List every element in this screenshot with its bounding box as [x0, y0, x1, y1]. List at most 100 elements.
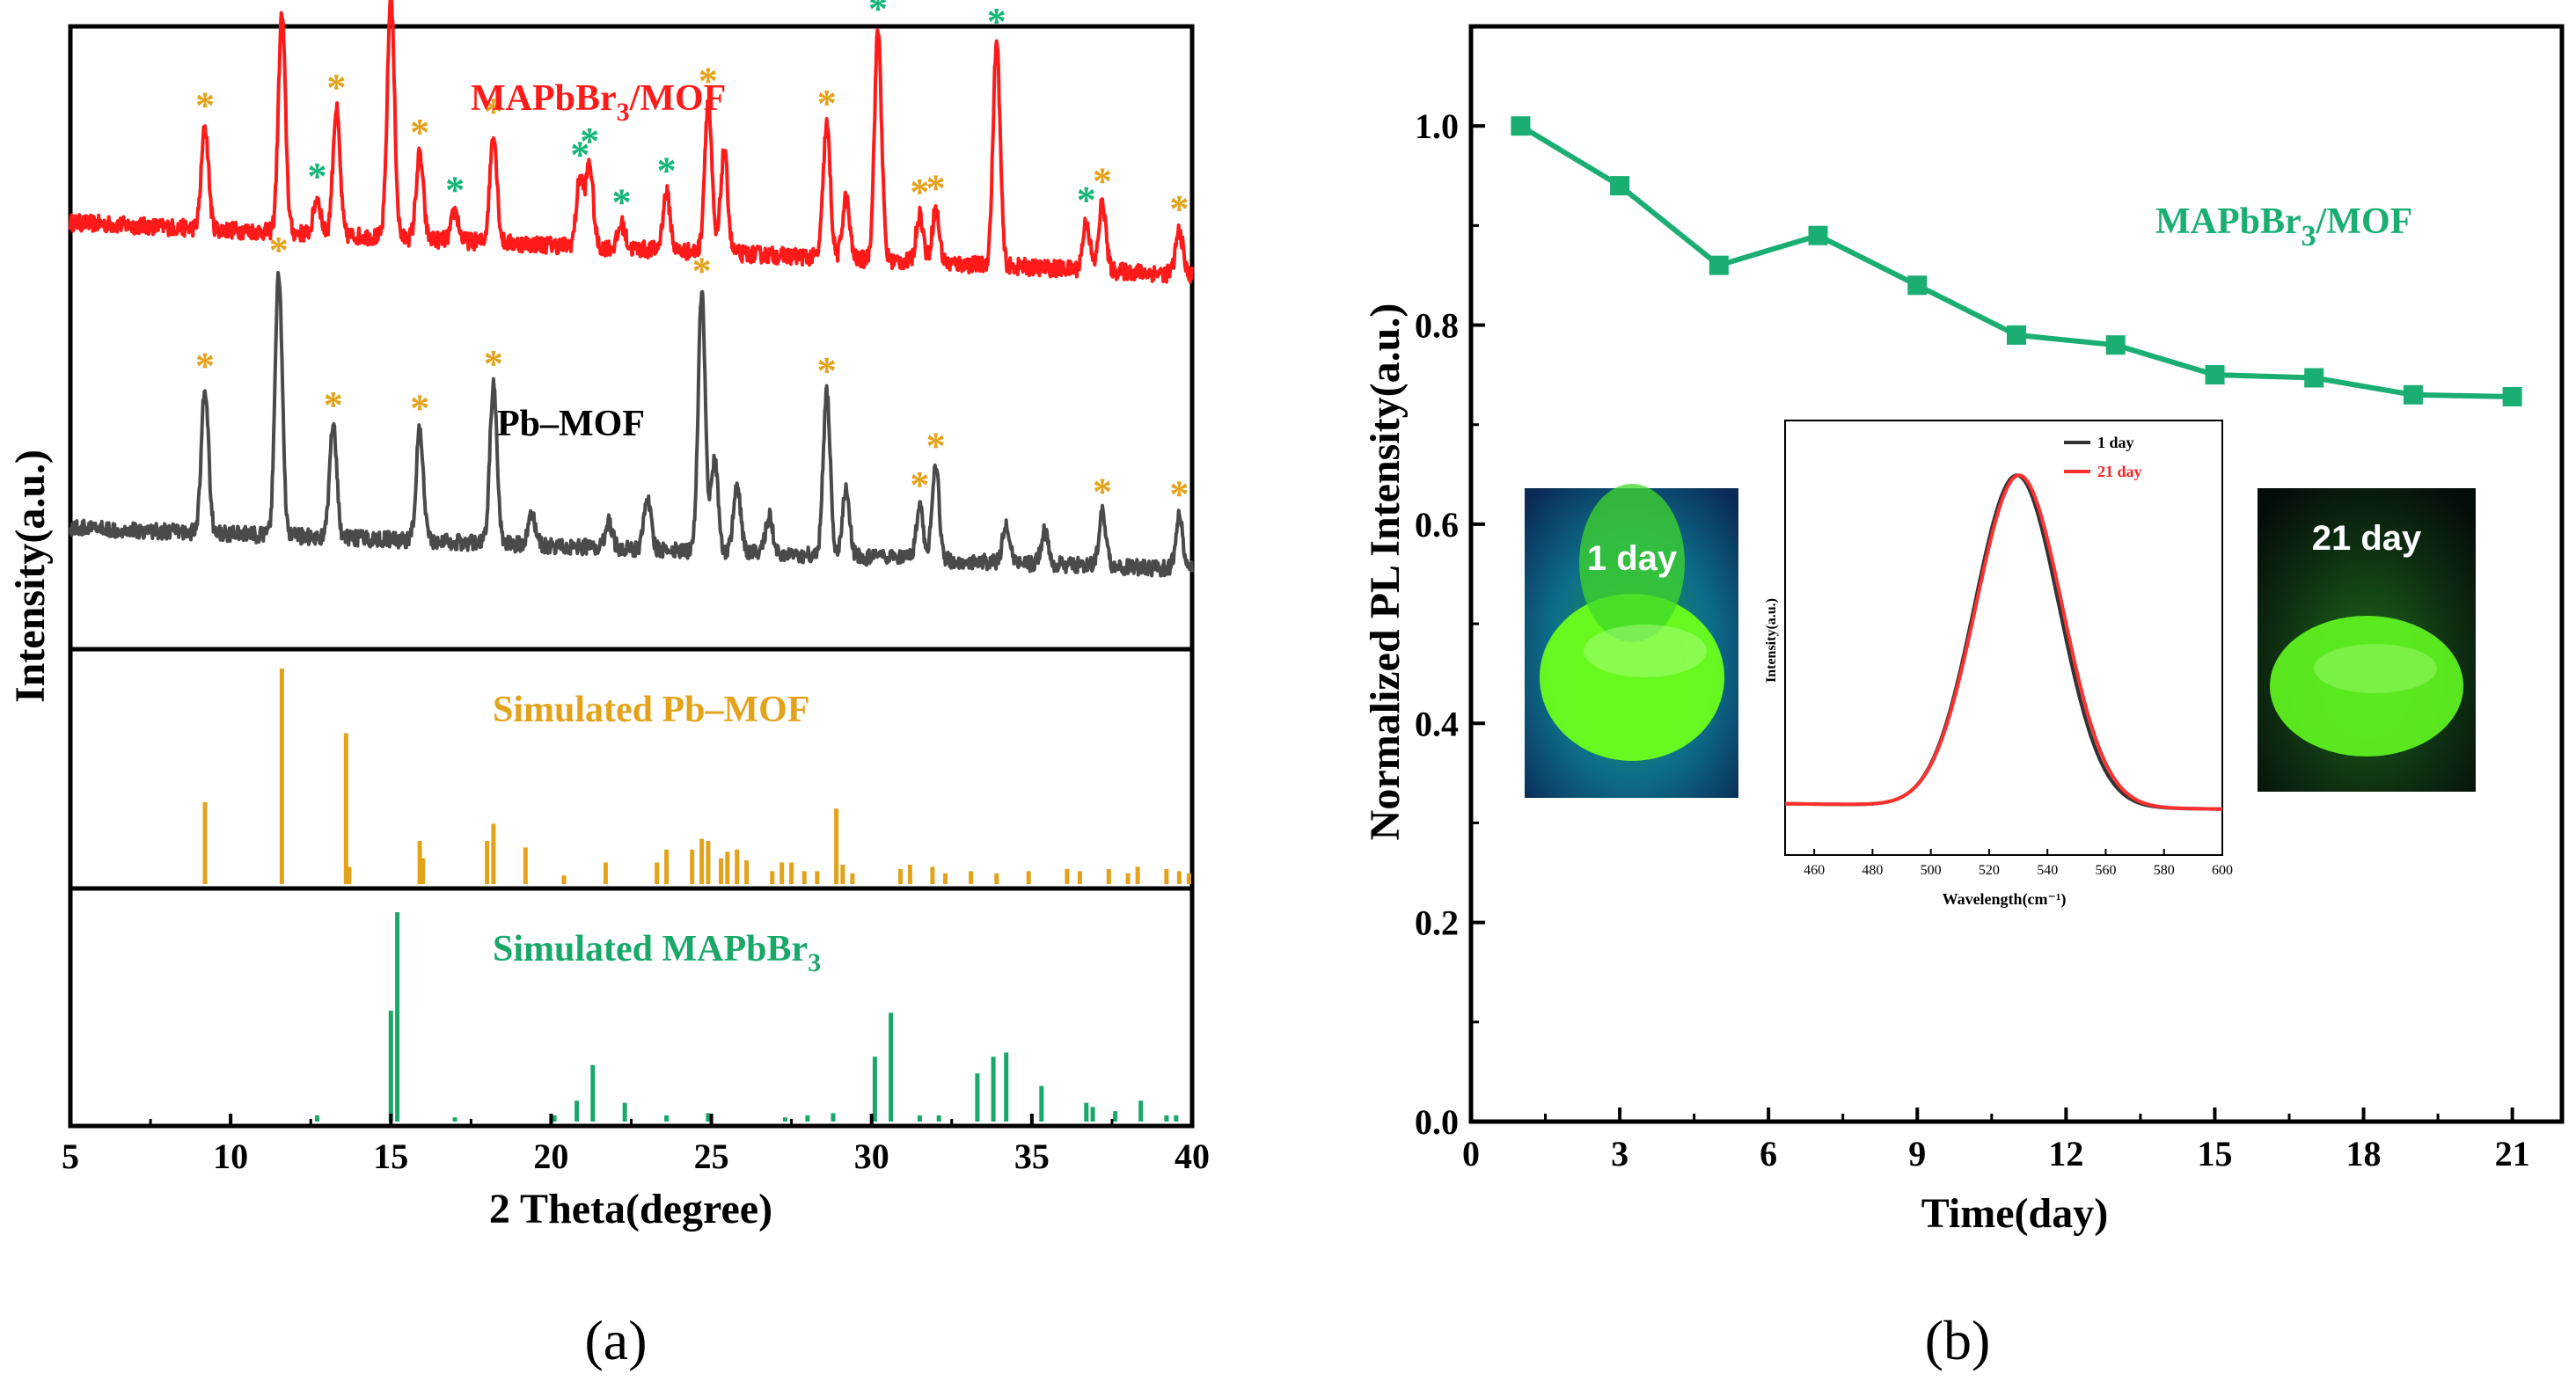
b-ytick-label-4: 0.8 — [1415, 306, 1459, 346]
composite-mapbbr3-star-4: * — [580, 120, 599, 163]
pl-point-5 — [2007, 325, 2026, 345]
pbmof-star-8: * — [926, 424, 946, 467]
pbmof-star-2: * — [324, 384, 343, 427]
panel-b-caption: (b) — [1925, 1309, 1991, 1371]
panel-a-caption: (a) — [584, 1309, 647, 1371]
photo-21-day: 21 day — [2258, 488, 2476, 792]
inset-xtick-label-2: 500 — [1921, 863, 1942, 878]
b-xtick-label-3: 9 — [1908, 1134, 1926, 1173]
inset-ylabel: Intensity(a.u.) — [1764, 598, 1779, 683]
panel-b-series-label-main: MAPbBr — [2155, 201, 2302, 242]
composite-pbmof-star-7: * — [910, 171, 929, 214]
photo-1-day-glow — [1579, 484, 1685, 642]
panel-b-pl-stability: 0 3 6 9 12 15 18 21 0.0 0.2 0.4 0.6 0.8 1.0 1 day 21 … — [1362, 24, 2565, 1371]
composite-pbmof-star-4: * — [484, 91, 503, 134]
series-label-sim-mapbbr3-sub: 3 — [808, 948, 821, 977]
photo-21-day-powder — [2270, 616, 2463, 757]
a-xtick-label-1: 10 — [213, 1137, 248, 1176]
b-xtick-label-6: 18 — [2346, 1134, 2382, 1173]
composite-pbmof-star-5: * — [699, 59, 718, 102]
panel-b-axes-ticks: 0 3 6 9 12 15 18 21 0.0 0.2 0.4 0.6 0.8 1.0 — [1415, 106, 2530, 1173]
a-xtick-label-7: 40 — [1175, 1137, 1210, 1176]
panel-a-plot-layers: ******************************** — [69, 0, 1194, 1122]
inset-xtick-label-1: 480 — [1862, 863, 1883, 878]
inset-frame — [1784, 420, 2223, 856]
pbmof-star-9: * — [1093, 471, 1112, 514]
photo-1-day: 1 day — [1525, 484, 1738, 798]
pl-point-2 — [1709, 255, 1729, 275]
composite-pbmof-star-9: * — [1093, 160, 1112, 203]
composite-mapbbr3-star-9: * — [1077, 179, 1096, 222]
composite-pbmof-star-8: * — [926, 166, 946, 209]
pbmof-star-10: * — [1169, 473, 1189, 516]
series-label-sim-mapbbr3-main: Simulated MAPbBr — [493, 929, 808, 969]
pbmof-star-0: * — [195, 345, 215, 388]
series-label-composite-main: MAPbBr — [471, 78, 617, 119]
panel-b-series-label: MAPbBr3/MOF — [2155, 201, 2412, 252]
pbmof-star-5: * — [692, 250, 712, 293]
composite-pbmof-star-10: * — [1169, 187, 1189, 230]
composite-pbmof-star-2: * — [326, 66, 346, 109]
panel-b-series-label-sub: 3 — [2302, 220, 2316, 252]
series-label-pbmof: Pb–MOF — [497, 404, 645, 444]
inset-background — [1785, 420, 2222, 855]
b-xtick-label-5: 15 — [2197, 1134, 2232, 1173]
photo-1-day-powder — [1540, 594, 1724, 761]
inset-pl-spectra: 460 480 500 520 540 560 580 600 Wavelength(cm⁻¹… — [1764, 420, 2233, 909]
pbmof-xrd-line — [69, 271, 1194, 578]
panel-b-frame — [1468, 24, 2565, 1124]
inset-xlabel: Wavelength(cm⁻¹) — [1943, 890, 2067, 909]
composite-pbmof-star-1: * — [272, 0, 291, 15]
pbmof-star-3: * — [410, 387, 429, 430]
series-label-composite-sub: 3 — [617, 98, 630, 127]
inset-legend: 1 day 21 day — [2064, 434, 2142, 480]
pl-series-line — [1519, 123, 2513, 399]
pl-point-1 — [1610, 176, 1630, 196]
composite-mapbbr3-star-8: * — [987, 0, 1006, 43]
pl-point-8 — [2304, 368, 2324, 388]
b-xtick-label-2: 6 — [1760, 1134, 1777, 1173]
pbmof-star-4: * — [484, 342, 503, 385]
b-ytick-label-1: 0.2 — [1415, 903, 1459, 943]
b-xtick-label-1: 3 — [1611, 1134, 1628, 1173]
panel-a-ylabel: Intensity(a.u.) — [7, 450, 54, 703]
b-xtick-label-4: 12 — [2048, 1134, 2083, 1173]
composite-mapbbr3-star-2: * — [445, 168, 465, 211]
pl-point-3 — [1808, 225, 1828, 245]
photo-1-day-label: 1 day — [1587, 539, 1678, 578]
photo-1-day-haze — [1584, 625, 1707, 677]
b-ytick-label-0: 0.0 — [1415, 1102, 1459, 1142]
inset-legend-label-1day: 1 day — [2097, 434, 2134, 451]
composite-mapbbr3-star-7: * — [868, 0, 888, 31]
inset-xtick-label-4: 540 — [2037, 863, 2058, 878]
inset-xtick-label-5: 560 — [2095, 863, 2116, 878]
series-label-composite-tail: /MOF — [629, 78, 727, 119]
pl-point-9 — [2403, 384, 2423, 405]
inset-xtick-label-7: 600 — [2212, 863, 2233, 878]
composite-mapbbr3-star-6: * — [657, 150, 677, 193]
a-xtick-label-0: 5 — [62, 1137, 79, 1176]
b-ytick-label-2: 0.4 — [1415, 704, 1459, 743]
b-ytick-label-5: 1.0 — [1415, 106, 1459, 146]
panel-b-series — [1511, 116, 2522, 406]
composite-pbmof-star-6: * — [817, 82, 837, 125]
photo-21-day-label: 21 day — [2312, 519, 2422, 558]
panel-b-ylabel: Normalized PL Intensity(a.u.) — [1362, 303, 1409, 841]
a-xtick-label-3: 20 — [533, 1137, 568, 1176]
composite-mapbbr3-star-0: * — [308, 155, 327, 198]
a-xtick-label-6: 35 — [1014, 1137, 1050, 1176]
panel-b-xlabel: Time(day) — [1921, 1190, 2108, 1237]
series-label-sim-pbmof: Simulated Pb–MOF — [493, 690, 810, 730]
pl-point-0 — [1511, 116, 1531, 136]
pbmof-star-6: * — [817, 349, 837, 392]
inset-xtick-label-3: 520 — [1979, 863, 2000, 878]
composite-pbmof-star-0: * — [195, 84, 215, 128]
b-ytick-label-3: 0.6 — [1415, 505, 1459, 545]
pl-point-10 — [2502, 387, 2522, 406]
composite-mapbbr3-star-5: * — [612, 181, 632, 224]
composite-pbmof-star-3: * — [410, 111, 429, 154]
photo-21-day-haze — [2314, 644, 2437, 693]
pl-point-4 — [1907, 275, 1928, 296]
inset-spectrum-1 — [1784, 473, 2222, 811]
